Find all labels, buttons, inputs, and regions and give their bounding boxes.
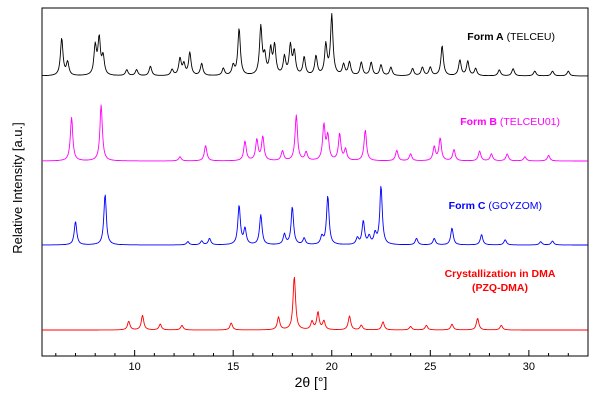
- series-line-2: [42, 104, 588, 162]
- x-tick-label: 10: [129, 361, 141, 373]
- series-label: Form B (TELCEU01): [460, 116, 560, 128]
- x-tick-label: 25: [424, 361, 436, 373]
- x-tick-label: 30: [523, 361, 535, 373]
- y-axis-label: Relative Intensity [a.u.]: [10, 122, 25, 254]
- series-line-1: [41, 13, 588, 77]
- x-axis-label: 2θ [°]: [295, 374, 328, 390]
- x-tick-label: 15: [227, 361, 239, 373]
- series-line-4: [42, 276, 588, 331]
- series-label: Form A (TELCEU): [467, 31, 555, 43]
- plot-border: [41, 7, 589, 357]
- series-labels: Form A (TELCEU) Form B (TELCEU01) Form C (…: [445, 31, 560, 294]
- x-tick-label: 20: [326, 361, 338, 373]
- series-label-name: Crystallization in DMA: [445, 268, 556, 280]
- series-label-code: (PZQ-DMA): [472, 282, 528, 294]
- series-label: Form C (GOYZOM): [449, 200, 542, 212]
- x-axis-ticks: 10 15 20 25 30: [55, 350, 589, 373]
- series-line-3: [42, 186, 588, 246]
- traces: [41, 13, 588, 331]
- plot-frame: [41, 7, 589, 357]
